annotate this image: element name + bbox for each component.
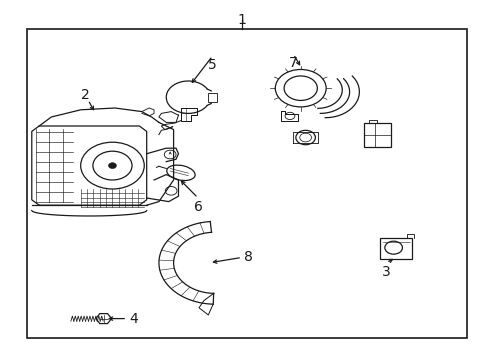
Text: 4: 4: [129, 312, 138, 325]
Text: 2: 2: [81, 89, 90, 102]
Text: 3: 3: [381, 265, 390, 279]
Text: 6: 6: [193, 200, 202, 214]
Circle shape: [108, 163, 116, 168]
Bar: [364, 123, 390, 147]
Bar: [27, 29, 466, 338]
Text: 7: 7: [288, 56, 297, 70]
Bar: [207, 93, 216, 102]
Text: 1: 1: [237, 13, 246, 27]
Bar: [380, 238, 411, 259]
Text: 8: 8: [244, 251, 253, 264]
Text: 5: 5: [208, 58, 217, 72]
